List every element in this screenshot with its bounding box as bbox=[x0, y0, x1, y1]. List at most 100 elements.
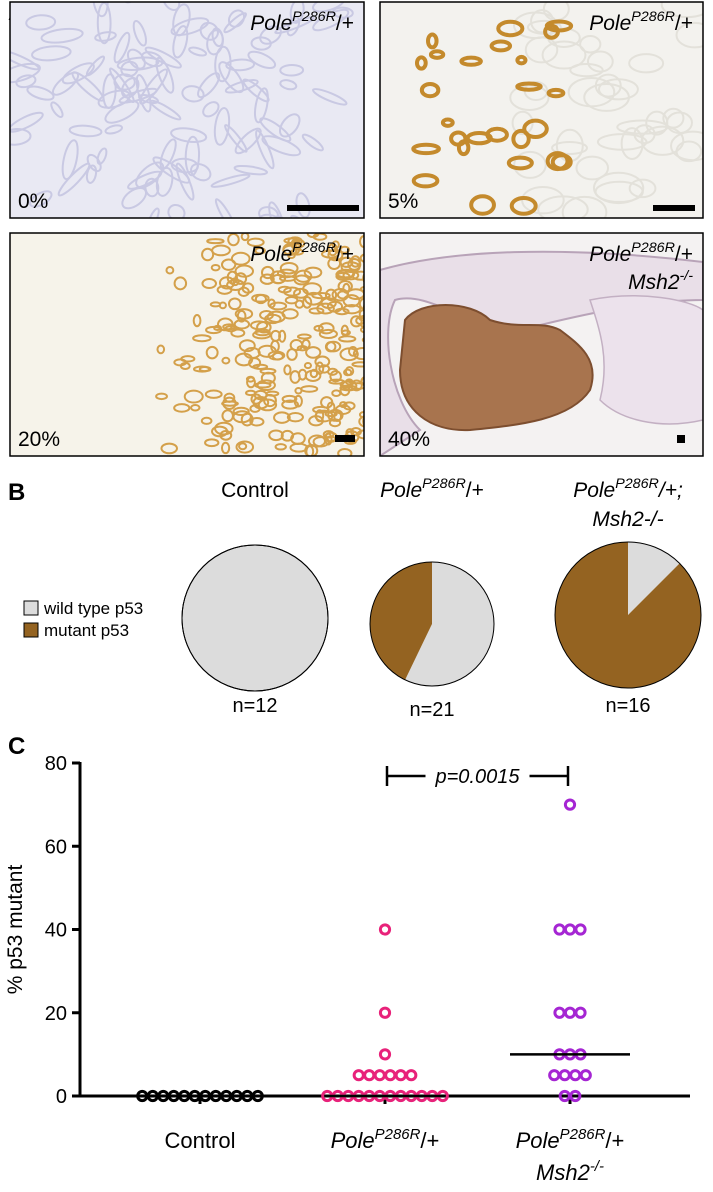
cell bbox=[162, 2, 181, 12]
gland-stained bbox=[271, 351, 284, 361]
gland-stained bbox=[352, 347, 364, 361]
gland-stained bbox=[283, 364, 292, 376]
cell bbox=[149, 99, 182, 121]
gland-stained bbox=[362, 304, 364, 311]
gland-stained bbox=[283, 286, 302, 297]
text-run: Pole bbox=[589, 12, 631, 35]
gland-stained bbox=[249, 416, 265, 427]
gland-stained bbox=[511, 128, 531, 150]
text-run: /+ bbox=[420, 1128, 439, 1153]
micrograph bbox=[379, 232, 704, 457]
gland-stained bbox=[238, 442, 248, 451]
cell bbox=[172, 3, 191, 37]
cell bbox=[279, 63, 305, 77]
gland bbox=[628, 53, 665, 74]
micrograph bbox=[9, 232, 365, 457]
cell bbox=[214, 198, 237, 218]
point bbox=[574, 923, 587, 936]
cell bbox=[92, 2, 109, 18]
text-run: P286R bbox=[631, 240, 675, 256]
gland-stained bbox=[234, 308, 254, 320]
gland-stained bbox=[348, 346, 358, 357]
cell bbox=[146, 207, 160, 218]
gland bbox=[592, 171, 645, 205]
cell bbox=[278, 113, 301, 138]
gland-stained bbox=[304, 369, 322, 382]
gland-stained bbox=[459, 55, 483, 67]
cell bbox=[113, 73, 136, 91]
gland-stained bbox=[302, 282, 322, 296]
image-frame bbox=[379, 232, 704, 457]
gland-stained bbox=[201, 247, 215, 262]
gland-stained bbox=[220, 441, 231, 455]
gland-stained bbox=[235, 440, 255, 454]
cell bbox=[184, 135, 201, 177]
text-run: -/- bbox=[680, 268, 694, 284]
cell bbox=[311, 88, 348, 106]
cell bbox=[225, 58, 256, 72]
gland-stained bbox=[343, 368, 353, 377]
gland-stained bbox=[281, 399, 299, 410]
image-percent: 5% bbox=[388, 190, 418, 213]
gland-stained bbox=[342, 294, 361, 308]
cell bbox=[121, 186, 148, 210]
gland-stained bbox=[428, 49, 446, 60]
gland-stained bbox=[227, 297, 242, 311]
cell bbox=[10, 128, 32, 146]
gland-stained bbox=[256, 379, 276, 391]
gland-stained bbox=[259, 310, 274, 321]
gland-stained bbox=[222, 323, 237, 331]
cell bbox=[132, 19, 148, 47]
pie-title: Msh2-/- bbox=[592, 508, 663, 531]
point bbox=[384, 1069, 397, 1082]
gland-stained bbox=[279, 261, 299, 275]
gland-stained bbox=[522, 118, 549, 139]
text-run: Msh2 bbox=[628, 271, 680, 294]
gland-stained bbox=[234, 352, 254, 367]
cell bbox=[31, 45, 72, 62]
cell bbox=[202, 101, 220, 118]
gland-stained bbox=[314, 355, 331, 368]
cell bbox=[15, 74, 37, 89]
cell bbox=[40, 27, 84, 44]
panel-label: C bbox=[8, 733, 25, 760]
cell bbox=[57, 162, 91, 197]
text-run: P286R bbox=[292, 240, 336, 256]
micrograph bbox=[379, 1, 704, 219]
gland-stained bbox=[546, 87, 566, 99]
gland-stained bbox=[303, 266, 323, 279]
gland-stained bbox=[303, 361, 313, 370]
gland-stained bbox=[210, 263, 221, 272]
gland-stained bbox=[304, 443, 319, 456]
gland bbox=[567, 76, 616, 108]
text-run: Pole bbox=[380, 479, 422, 502]
y-axis-label: % p53 mutant bbox=[4, 865, 27, 995]
gland-stained bbox=[318, 322, 335, 335]
pie-outline bbox=[554, 541, 702, 689]
gland-stained bbox=[296, 333, 312, 340]
cell bbox=[172, 25, 189, 59]
gland-stained bbox=[324, 410, 338, 418]
cell bbox=[312, 8, 350, 32]
cell bbox=[234, 127, 262, 155]
gland-stained bbox=[320, 396, 334, 409]
cell bbox=[253, 87, 269, 124]
gland-stained bbox=[339, 245, 350, 254]
cell bbox=[286, 16, 301, 37]
text-run: /+ bbox=[675, 12, 693, 35]
tissue bbox=[589, 295, 703, 425]
gland-stained bbox=[305, 346, 322, 359]
gland-stained bbox=[252, 330, 272, 340]
gland bbox=[551, 140, 588, 155]
image-frame bbox=[379, 1, 704, 219]
point bbox=[373, 1069, 386, 1082]
cell bbox=[197, 72, 221, 99]
tissue bbox=[10, 2, 364, 218]
image-label: PoleP286R/+ bbox=[250, 240, 354, 266]
text-run: /+ bbox=[466, 479, 484, 502]
cell bbox=[227, 9, 246, 28]
pie-outline bbox=[369, 561, 495, 687]
gland-stained bbox=[221, 409, 234, 423]
gland-stained bbox=[342, 401, 356, 411]
gland-stained bbox=[269, 301, 288, 311]
